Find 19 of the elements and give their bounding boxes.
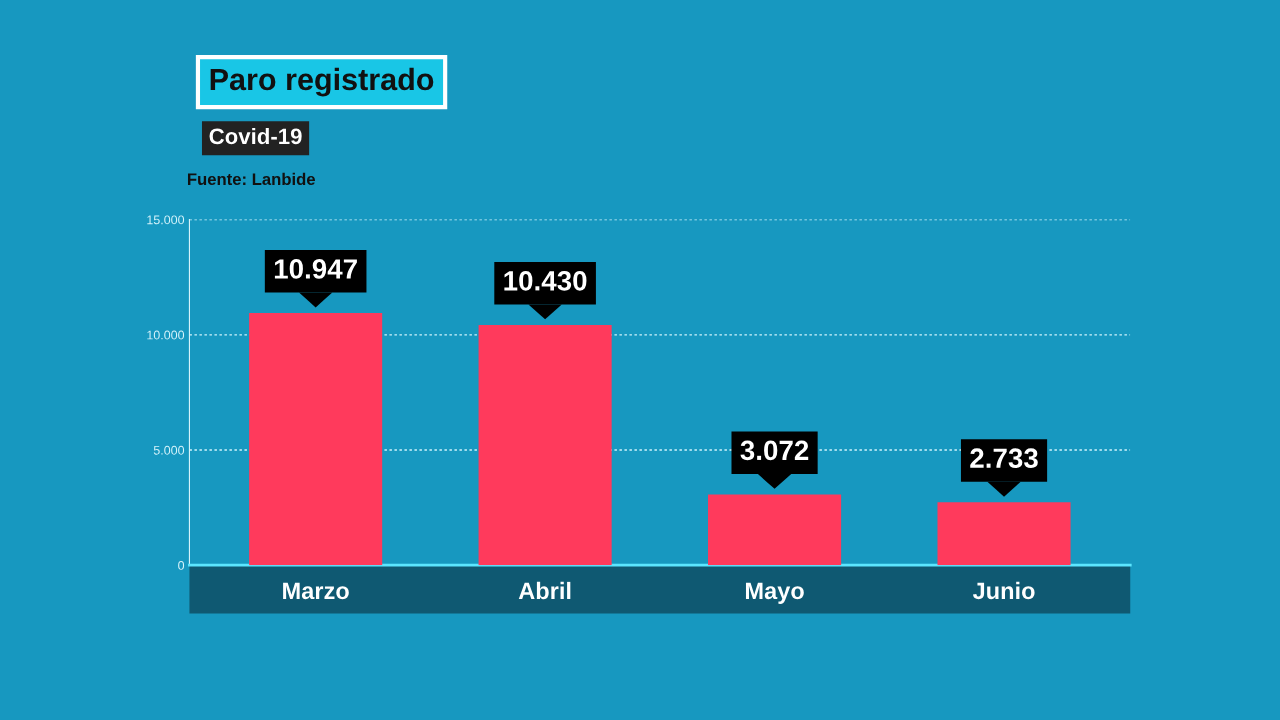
data-label: 10.947 [274,259,357,279]
bar [937,502,1071,566]
bar [708,494,842,566]
chart-subtitle: Covid-19 [209,127,302,145]
y-tick-label: 0 [178,561,185,570]
x-tick-label: Marzo [283,582,349,600]
data-label: 2.733 [970,448,1038,469]
y-tick-label: 10.000 [147,330,185,340]
data-label: 3.072 [740,440,809,461]
x-tick-label: Junio [972,581,1035,600]
y-tick-label: 15.000 [147,215,185,225]
y-tick-label: 5.000 [153,445,185,455]
x-tick-label: Abril [518,581,571,600]
x-tick-label: Mayo [745,582,804,604]
data-label: 10.430 [504,271,587,291]
chart-title: Paro registrado [210,67,434,97]
source-note: Fuente: Lanbide [187,172,316,186]
bar [249,312,383,566]
bar [478,324,612,566]
